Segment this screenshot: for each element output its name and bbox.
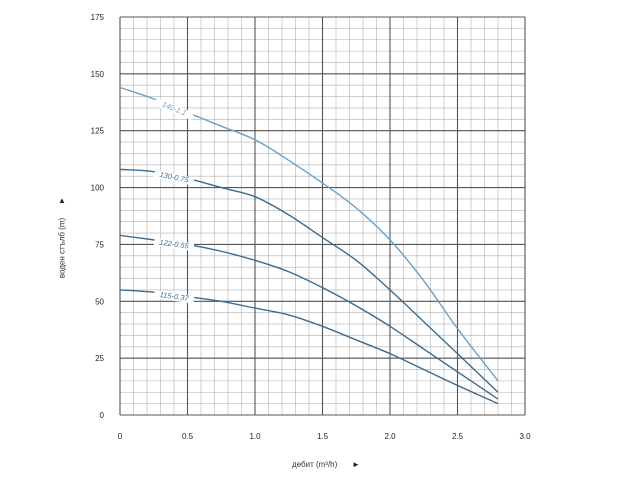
series-label-bg xyxy=(153,169,195,186)
x-tick-label: 1.0 xyxy=(249,432,261,441)
series-label: 122-0.55 xyxy=(159,238,190,251)
x-axis-title: дебит (m³/h) xyxy=(292,460,338,469)
x-tick-label: 0 xyxy=(118,432,123,441)
x-tick-label: 1.5 xyxy=(317,432,329,441)
major-grid xyxy=(119,16,526,416)
y-axis-arrow-icon: ▲ xyxy=(58,196,66,205)
y-tick-label: 25 xyxy=(95,354,104,363)
y-axis-title: воден стълб (m) xyxy=(57,217,67,279)
series-label: 115-0.37 xyxy=(159,290,190,303)
y-tick-label: 175 xyxy=(91,13,105,22)
y-tick-label: 150 xyxy=(91,70,105,79)
series-label-bg xyxy=(153,290,195,304)
series-label: 130-0.75 xyxy=(159,170,191,185)
series-label-bg xyxy=(153,237,195,252)
tick-labels: 0 0.5 1.0 1.5 2.0 2.5 3.0 0 25 50 75 100 125 150 175 xyxy=(91,13,531,441)
y-tick-label: 125 xyxy=(91,127,105,136)
y-tick-label: 100 xyxy=(91,184,105,193)
y-tick-label: 50 xyxy=(95,297,104,306)
x-tick-label: 2.0 xyxy=(384,432,396,441)
y-tick-label: 75 xyxy=(95,240,104,249)
x-tick-label: 2.5 xyxy=(452,432,464,441)
x-tick-label: 0.5 xyxy=(182,432,194,441)
y-tick-label: 0 xyxy=(100,411,105,420)
x-axis-arrow-icon: ► xyxy=(352,460,360,469)
series-label-bg xyxy=(153,97,195,121)
x-tick-label: 3.0 xyxy=(519,432,531,441)
